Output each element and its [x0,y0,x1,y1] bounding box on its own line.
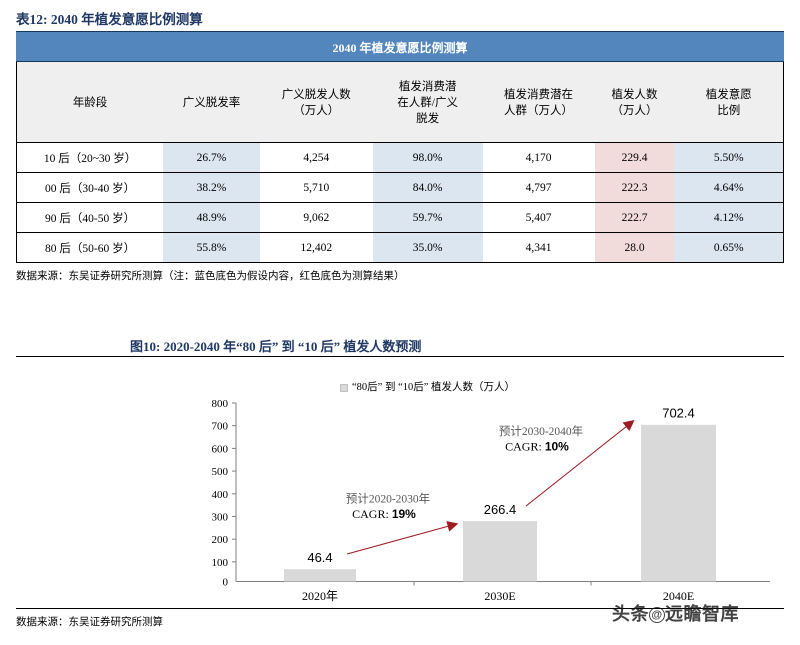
svg-text:100: 100 [212,557,229,569]
svg-text:200: 200 [212,534,229,546]
svg-text:2020年: 2020年 [302,589,338,603]
svg-text:300: 300 [212,512,229,524]
svg-text:702.4: 702.4 [662,406,695,421]
svg-text:CAGR:10%: CAGR: 10% [505,440,569,454]
svg-text:700: 700 [212,421,229,433]
svg-text:预计2030-2040年: 预计2030-2040年 [499,424,583,438]
svg-text:CAGR:19%: CAGR: 19% [352,507,416,521]
svg-text:500: 500 [212,466,229,478]
svg-text:266.4: 266.4 [484,502,517,517]
svg-text:0: 0 [223,577,229,589]
svg-text:2030E: 2030E [484,589,515,603]
svg-text:46.4: 46.4 [307,550,332,565]
svg-text:预计2020-2030年: 预计2020-2030年 [346,492,430,506]
svg-text:800: 800 [212,400,229,410]
svg-text:600: 600 [212,443,229,455]
svg-text:400: 400 [212,489,229,501]
